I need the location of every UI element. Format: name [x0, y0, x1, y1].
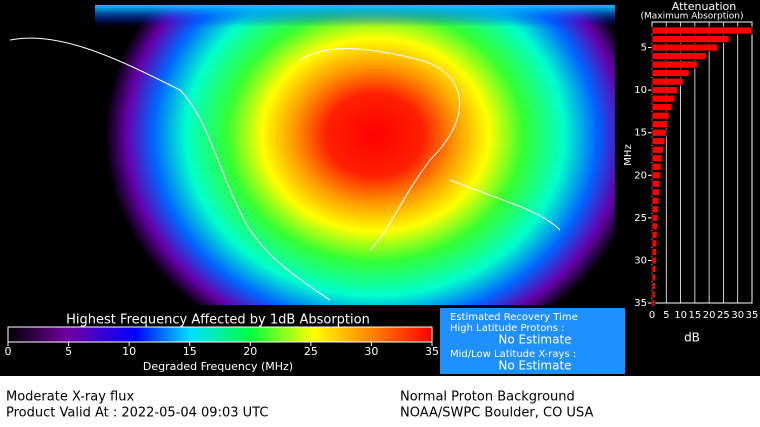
y-tick-label: 15 [634, 128, 647, 139]
x-tick-label: 20 [703, 310, 716, 321]
bar [651, 137, 666, 146]
bar [651, 103, 673, 112]
x-tick-label: 25 [717, 310, 730, 321]
bar [651, 120, 669, 129]
y-tick-label: 35 [634, 298, 647, 309]
y-axis-label: MHz [623, 144, 634, 165]
bar [651, 86, 679, 95]
bar [651, 154, 663, 163]
recovery-label: Mid/Low Latitude X-rays : [450, 349, 576, 360]
recovery-box [440, 308, 625, 374]
footer [0, 376, 760, 423]
x-tick-label: 30 [731, 310, 744, 321]
bar [651, 128, 667, 137]
recovery-title: Estimated Recovery Time [450, 312, 578, 323]
bar [651, 290, 656, 299]
x-axis-label: dB [684, 331, 700, 345]
y-tick-label: 20 [634, 170, 647, 181]
y-tick-label: 5 [641, 43, 647, 54]
y-tick-label: 10 [634, 85, 647, 96]
tick-label: 20 [243, 345, 257, 358]
x-tick-label: 0 [649, 310, 655, 321]
bar [651, 230, 658, 239]
x-tick-label: 15 [688, 310, 701, 321]
bar [651, 26, 753, 35]
bar [651, 111, 670, 120]
footer-text: Product Valid At : 2022-05-04 09:03 UTC [6, 406, 268, 421]
bar [651, 69, 690, 77]
colorbar [7, 326, 433, 343]
bar [651, 299, 656, 307]
footer-text: Moderate X-ray flux [6, 390, 134, 405]
bar [651, 179, 661, 188]
tick-label: 35 [425, 345, 439, 358]
tick-label: 0 [5, 345, 12, 358]
bar [651, 60, 699, 69]
x-tick-label: 5 [663, 310, 669, 321]
bar [651, 145, 664, 154]
bar [651, 52, 707, 60]
bar [651, 94, 676, 103]
bar [651, 239, 658, 248]
bar [651, 77, 684, 86]
y-tick-label: 25 [634, 213, 647, 224]
bar [651, 265, 657, 273]
bar [651, 188, 660, 197]
bar [651, 171, 661, 180]
bar [651, 213, 659, 222]
recovery-value: No Estimate [498, 333, 571, 347]
tick-label: 25 [304, 345, 318, 358]
x-tick-label: 35 [746, 310, 759, 321]
bar [651, 162, 662, 171]
bar [651, 248, 657, 256]
chart-subtitle: (Maximum Absorption) [641, 12, 744, 22]
tick-label: 5 [65, 345, 72, 358]
map [0, 5, 615, 305]
bar [651, 35, 730, 43]
footer-text: Normal Proton Background [400, 390, 575, 405]
bar [651, 222, 658, 231]
bar [651, 205, 659, 214]
colorbar-title: Highest Frequency Affected by 1dB Absorp… [66, 313, 370, 328]
tick-label: 30 [364, 345, 378, 358]
bar [651, 43, 719, 52]
recovery-value: No Estimate [498, 359, 571, 373]
bar [651, 256, 657, 265]
y-tick-label: 30 [634, 255, 647, 266]
x-tick-label: 10 [674, 310, 687, 321]
bar [651, 273, 657, 282]
tick-label: 15 [183, 345, 197, 358]
colorbar-label: Degraded Frequency (MHz) [143, 360, 293, 373]
chart-title: Attenuation [672, 0, 737, 13]
tick-label: 10 [122, 345, 136, 358]
footer-text: NOAA/SWPC Boulder, CO USA [400, 406, 593, 421]
bar [651, 282, 656, 290]
bar [651, 196, 660, 205]
recovery-label: High Latitude Protons : [450, 323, 565, 334]
